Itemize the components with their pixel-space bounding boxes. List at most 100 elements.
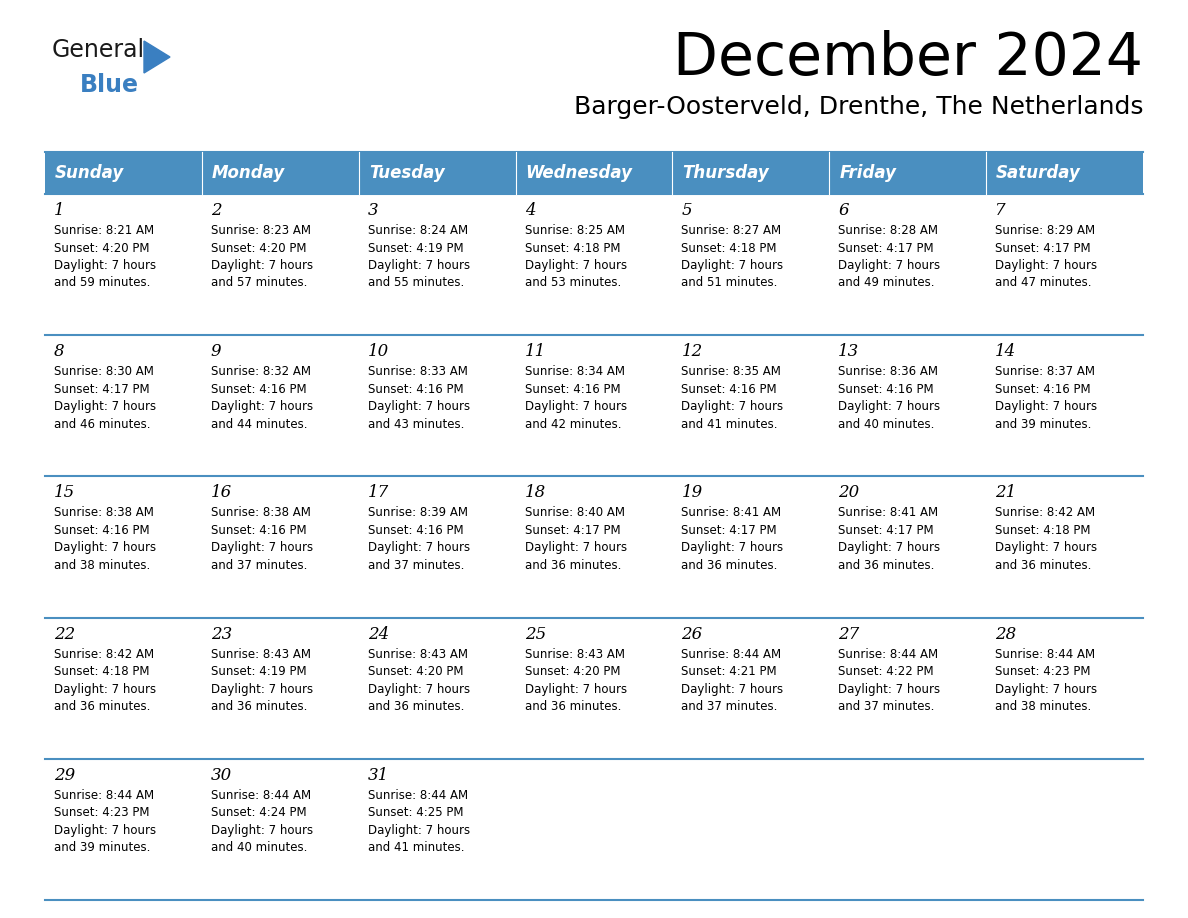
Text: and 36 minutes.: and 36 minutes.: [996, 559, 1092, 572]
Text: Sunrise: 8:44 AM: Sunrise: 8:44 AM: [839, 647, 939, 661]
Text: Sunrise: 8:44 AM: Sunrise: 8:44 AM: [53, 789, 154, 801]
Text: Sunrise: 8:32 AM: Sunrise: 8:32 AM: [210, 365, 311, 378]
Text: and 36 minutes.: and 36 minutes.: [682, 559, 778, 572]
Text: Sunset: 4:16 PM: Sunset: 4:16 PM: [368, 524, 463, 537]
Polygon shape: [144, 41, 170, 73]
Text: Sunrise: 8:44 AM: Sunrise: 8:44 AM: [368, 789, 468, 801]
Text: Sunset: 4:19 PM: Sunset: 4:19 PM: [210, 666, 307, 678]
Text: Sunrise: 8:42 AM: Sunrise: 8:42 AM: [996, 507, 1095, 520]
Text: Daylight: 7 hours: Daylight: 7 hours: [368, 542, 469, 554]
Text: Sunset: 4:16 PM: Sunset: 4:16 PM: [682, 383, 777, 396]
Text: 27: 27: [839, 625, 860, 643]
Text: Sunset: 4:17 PM: Sunset: 4:17 PM: [839, 241, 934, 254]
Text: Sunset: 4:20 PM: Sunset: 4:20 PM: [210, 241, 307, 254]
Text: 16: 16: [210, 485, 232, 501]
Text: Sunset: 4:19 PM: Sunset: 4:19 PM: [368, 241, 463, 254]
Text: Barger-Oosterveld, Drenthe, The Netherlands: Barger-Oosterveld, Drenthe, The Netherla…: [574, 95, 1143, 119]
Text: 14: 14: [996, 343, 1017, 360]
Text: and 40 minutes.: and 40 minutes.: [210, 841, 308, 855]
Text: 18: 18: [525, 485, 545, 501]
Text: Sunrise: 8:21 AM: Sunrise: 8:21 AM: [53, 224, 154, 237]
Text: Daylight: 7 hours: Daylight: 7 hours: [368, 683, 469, 696]
Text: and 59 minutes.: and 59 minutes.: [53, 276, 151, 289]
Bar: [829, 152, 986, 194]
Text: Sunrise: 8:25 AM: Sunrise: 8:25 AM: [525, 224, 625, 237]
Text: and 47 minutes.: and 47 minutes.: [996, 276, 1092, 289]
Text: and 37 minutes.: and 37 minutes.: [368, 559, 465, 572]
Text: and 41 minutes.: and 41 minutes.: [368, 841, 465, 855]
Text: and 57 minutes.: and 57 minutes.: [210, 276, 308, 289]
Text: Sunset: 4:17 PM: Sunset: 4:17 PM: [839, 524, 934, 537]
Text: Sunset: 4:16 PM: Sunset: 4:16 PM: [839, 383, 934, 396]
Text: 9: 9: [210, 343, 221, 360]
Text: Daylight: 7 hours: Daylight: 7 hours: [996, 542, 1098, 554]
Text: Daylight: 7 hours: Daylight: 7 hours: [682, 683, 784, 696]
Text: and 42 minutes.: and 42 minutes.: [525, 418, 621, 431]
Text: and 43 minutes.: and 43 minutes.: [368, 418, 465, 431]
Text: Sunrise: 8:43 AM: Sunrise: 8:43 AM: [525, 647, 625, 661]
Text: Daylight: 7 hours: Daylight: 7 hours: [210, 400, 312, 413]
Text: Sunrise: 8:28 AM: Sunrise: 8:28 AM: [839, 224, 939, 237]
Text: and 36 minutes.: and 36 minutes.: [525, 700, 621, 713]
Text: Blue: Blue: [80, 73, 139, 97]
Text: Sunday: Sunday: [55, 164, 125, 182]
Text: and 39 minutes.: and 39 minutes.: [53, 841, 151, 855]
Text: 23: 23: [210, 625, 232, 643]
Text: 11: 11: [525, 343, 545, 360]
Text: Daylight: 7 hours: Daylight: 7 hours: [682, 400, 784, 413]
Text: Daylight: 7 hours: Daylight: 7 hours: [682, 259, 784, 272]
Text: Sunrise: 8:38 AM: Sunrise: 8:38 AM: [210, 507, 311, 520]
Text: 31: 31: [368, 767, 388, 784]
Text: 20: 20: [839, 485, 860, 501]
Text: Sunset: 4:20 PM: Sunset: 4:20 PM: [53, 241, 150, 254]
Text: Sunrise: 8:43 AM: Sunrise: 8:43 AM: [210, 647, 311, 661]
Text: and 37 minutes.: and 37 minutes.: [682, 700, 778, 713]
Text: Daylight: 7 hours: Daylight: 7 hours: [210, 259, 312, 272]
Text: and 36 minutes.: and 36 minutes.: [53, 700, 151, 713]
Text: Sunset: 4:16 PM: Sunset: 4:16 PM: [53, 524, 150, 537]
Text: Daylight: 7 hours: Daylight: 7 hours: [525, 542, 627, 554]
Text: Sunset: 4:22 PM: Sunset: 4:22 PM: [839, 666, 934, 678]
Text: and 37 minutes.: and 37 minutes.: [839, 700, 935, 713]
Text: and 40 minutes.: and 40 minutes.: [839, 418, 935, 431]
Text: 12: 12: [682, 343, 702, 360]
Text: and 41 minutes.: and 41 minutes.: [682, 418, 778, 431]
Text: 19: 19: [682, 485, 702, 501]
Text: Daylight: 7 hours: Daylight: 7 hours: [996, 683, 1098, 696]
Bar: [45, 759, 1143, 900]
Text: Wednesday: Wednesday: [525, 164, 632, 182]
Bar: [45, 194, 1143, 335]
Text: Daylight: 7 hours: Daylight: 7 hours: [53, 542, 156, 554]
Text: 15: 15: [53, 485, 75, 501]
Text: Daylight: 7 hours: Daylight: 7 hours: [839, 683, 941, 696]
Text: Sunset: 4:16 PM: Sunset: 4:16 PM: [210, 383, 307, 396]
Text: and 44 minutes.: and 44 minutes.: [210, 418, 308, 431]
Text: Sunrise: 8:40 AM: Sunrise: 8:40 AM: [525, 507, 625, 520]
Text: Sunset: 4:25 PM: Sunset: 4:25 PM: [368, 806, 463, 819]
Text: and 55 minutes.: and 55 minutes.: [368, 276, 465, 289]
Bar: [45, 476, 1143, 618]
Text: General: General: [52, 38, 145, 62]
Text: Sunset: 4:16 PM: Sunset: 4:16 PM: [210, 524, 307, 537]
Text: Daylight: 7 hours: Daylight: 7 hours: [53, 400, 156, 413]
Text: Daylight: 7 hours: Daylight: 7 hours: [210, 823, 312, 837]
Bar: [359, 152, 516, 194]
Text: Daylight: 7 hours: Daylight: 7 hours: [368, 259, 469, 272]
Bar: [202, 152, 359, 194]
Text: Sunset: 4:18 PM: Sunset: 4:18 PM: [682, 241, 777, 254]
Text: and 37 minutes.: and 37 minutes.: [210, 559, 308, 572]
Text: December 2024: December 2024: [672, 30, 1143, 87]
Text: 28: 28: [996, 625, 1017, 643]
Text: 10: 10: [368, 343, 388, 360]
Text: Daylight: 7 hours: Daylight: 7 hours: [210, 542, 312, 554]
Text: 26: 26: [682, 625, 702, 643]
Text: Sunset: 4:20 PM: Sunset: 4:20 PM: [525, 666, 620, 678]
Text: Sunset: 4:17 PM: Sunset: 4:17 PM: [525, 524, 620, 537]
Text: Daylight: 7 hours: Daylight: 7 hours: [53, 683, 156, 696]
Text: and 38 minutes.: and 38 minutes.: [53, 559, 150, 572]
Text: Sunrise: 8:44 AM: Sunrise: 8:44 AM: [996, 647, 1095, 661]
Text: Sunrise: 8:33 AM: Sunrise: 8:33 AM: [368, 365, 468, 378]
Text: Sunrise: 8:37 AM: Sunrise: 8:37 AM: [996, 365, 1095, 378]
Text: 3: 3: [368, 202, 378, 219]
Text: Saturday: Saturday: [997, 164, 1081, 182]
